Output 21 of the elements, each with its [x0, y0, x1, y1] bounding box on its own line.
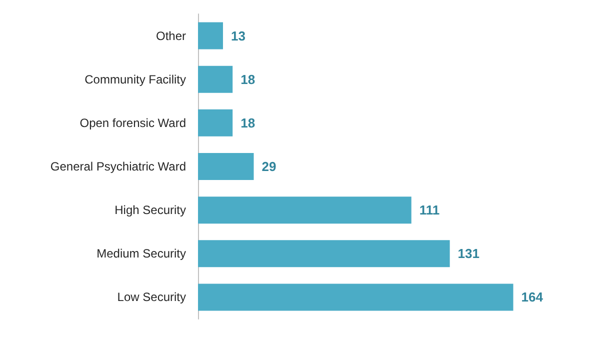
- bar: [198, 109, 233, 136]
- y-tick-label: Medium Security: [96, 246, 186, 261]
- data-label: 131: [458, 246, 480, 262]
- y-tick-label: Other: [156, 28, 186, 43]
- data-label: 164: [521, 290, 544, 305]
- bar: [198, 22, 223, 50]
- data-label: 18: [240, 115, 256, 130]
- y-tick-label: Open forensic Ward: [80, 116, 186, 130]
- bar: [198, 196, 412, 224]
- bar: [198, 284, 514, 311]
- bar: [198, 152, 254, 180]
- bar: [198, 66, 233, 93]
- data-label: 18: [240, 72, 256, 87]
- data-label: 13: [230, 28, 246, 44]
- data-label: 29: [262, 159, 276, 174]
- data-label: 111: [419, 202, 440, 218]
- bar: [198, 240, 450, 268]
- y-tick-label: Low Security: [117, 290, 186, 304]
- y-tick-label: Community Facility: [84, 72, 186, 86]
- y-tick-label: High Security: [114, 203, 186, 218]
- y-tick-label: General Psychiatric Ward: [50, 160, 186, 174]
